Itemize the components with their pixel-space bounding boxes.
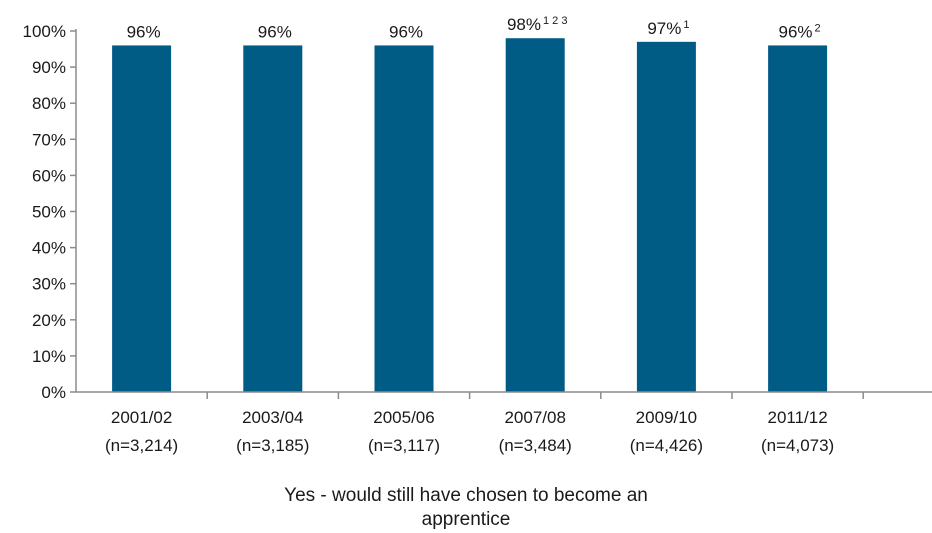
bar-2007/08 — [505, 38, 565, 392]
y-tick-label: 40% — [32, 239, 66, 258]
data-label: 96% 2 — [779, 22, 821, 41]
bar-2009/10 — [636, 41, 696, 393]
y-tick-label: 30% — [32, 275, 66, 294]
x-sample-size-label: (n=3,214) — [105, 436, 178, 455]
y-tick-label: 0% — [41, 383, 66, 402]
data-label: 96% — [389, 22, 423, 41]
x-sample-size-label: (n=4,073) — [761, 436, 834, 455]
data-label: 96% — [127, 22, 161, 41]
bar-2005/06 — [374, 45, 434, 392]
x-sample-size-label: (n=3,185) — [236, 436, 309, 455]
legend: Yes - would still have chosen to become … — [0, 484, 932, 532]
data-label: 98% 1 2 3 — [507, 15, 568, 34]
y-tick-label: 10% — [32, 347, 66, 366]
data-label: 97% 1 — [647, 19, 689, 38]
bar-2001/02 — [112, 45, 172, 392]
y-axis: 0% 10% 20% 30% 40% 50% 60% 70% 80% 90% 100% — [23, 22, 77, 402]
bar-2011/12 — [768, 45, 828, 392]
x-tick-label: 2003/04 — [242, 408, 303, 427]
y-tick-label: 100% — [23, 22, 66, 41]
x-tick-label: 2001/02 — [111, 408, 172, 427]
y-tick-label: 90% — [32, 58, 66, 77]
data-labels: 96% 96% 96% 98% 1 2 3 97% 1 96% 2 — [127, 15, 821, 41]
y-tick-label: 60% — [32, 166, 66, 185]
y-tick-label: 20% — [32, 311, 66, 330]
x-sample-size-label: (n=4,426) — [630, 436, 703, 455]
x-tick-label: 2011/12 — [767, 408, 827, 427]
x-tick-label: 2005/06 — [373, 408, 434, 427]
y-tick-label: 70% — [32, 130, 66, 149]
y-tick-label: 80% — [32, 94, 66, 113]
bars — [112, 38, 828, 393]
x-sample-size-label: (n=3,117) — [368, 436, 440, 455]
data-label: 96% — [258, 22, 292, 41]
x-tick-label: 2007/08 — [504, 408, 565, 427]
x-tick-label: 2009/10 — [636, 408, 697, 427]
x-axis: 2001/02 (n=3,214) 2003/04 (n=3,185) 2005/06 (… — [76, 391, 932, 455]
legend-series-label: Yes - would still have chosen to become … — [284, 485, 648, 530]
y-tick-label: 50% — [32, 203, 66, 222]
x-sample-size-label: (n=3,484) — [499, 436, 572, 455]
bar-2003/04 — [243, 45, 303, 392]
